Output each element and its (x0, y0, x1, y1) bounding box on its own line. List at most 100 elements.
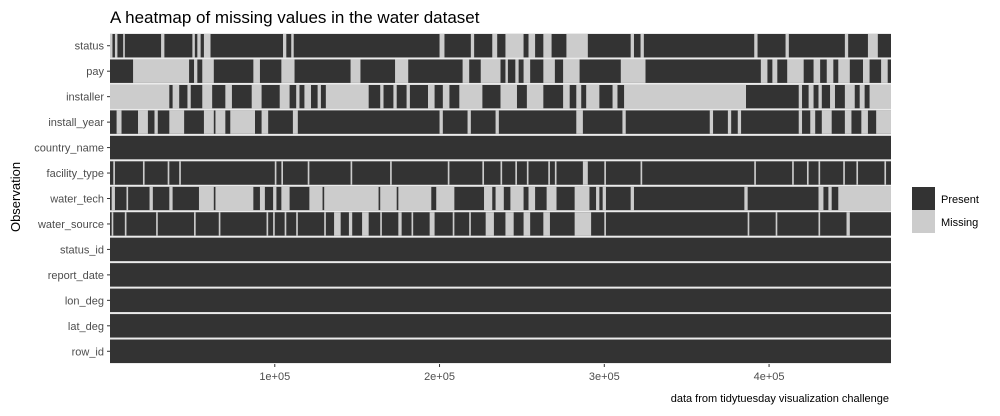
missing-cell (447, 161, 450, 185)
missing-cell (390, 161, 392, 185)
missing-cell (380, 212, 382, 236)
present-cells (110, 339, 891, 363)
missing-cell (881, 59, 888, 83)
missing-cell (808, 84, 814, 109)
missing-cell (261, 110, 269, 134)
missing-cell (154, 110, 158, 134)
y-tick-label: lon_deg (65, 295, 104, 307)
missing-cell (844, 110, 852, 134)
missing-cell (574, 186, 590, 211)
heatmap-row-report-date (110, 263, 891, 287)
missing-cell (485, 212, 494, 236)
missing-cell (470, 34, 475, 58)
legend-key-missing (912, 210, 935, 233)
missing-cell (862, 59, 870, 83)
heatmap-row-status-id (110, 237, 891, 262)
missing-cell (279, 84, 290, 109)
missing-cell (818, 161, 821, 185)
missing-cell (133, 59, 190, 83)
missing-cell (281, 59, 295, 83)
missing-cell (142, 161, 145, 185)
missing-cell (576, 84, 582, 109)
missing-cell (867, 34, 878, 58)
heatmap-row-facility-type (110, 161, 891, 185)
missing-cell (439, 34, 445, 58)
missing-cell (620, 59, 646, 83)
x-tick-label: 4e+05 (754, 371, 785, 383)
missing-cell (324, 212, 326, 236)
missing-cell (274, 161, 277, 185)
missing-cell (792, 161, 794, 185)
missing-cell (810, 110, 816, 134)
y-tick-label: facility_type (47, 168, 104, 180)
missing-cell (604, 161, 606, 185)
missing-cell (543, 59, 555, 83)
missing-cell (398, 212, 402, 236)
missing-cell (197, 34, 201, 58)
missing-cell (161, 34, 165, 58)
missing-cell (630, 186, 634, 211)
missing-cell (380, 84, 384, 109)
missing-cell (640, 161, 643, 185)
missing-cell (612, 84, 618, 109)
missing-cell (846, 212, 850, 236)
missing-cell (859, 84, 865, 109)
missing-cell (218, 212, 221, 236)
y-tick-label: installer (66, 92, 104, 104)
missing-cell (622, 110, 626, 134)
missing-cell (138, 110, 148, 134)
missing-cell (324, 186, 379, 211)
missing-cell (505, 34, 524, 58)
y-tick-label: water_source (37, 219, 104, 231)
missing-cell (576, 110, 583, 134)
missing-cell (515, 59, 519, 83)
missing-cell (281, 161, 284, 185)
missing-cell (111, 212, 114, 236)
missing-cell (452, 212, 455, 236)
missing-cell (830, 84, 835, 109)
missing-cell (500, 161, 503, 185)
missing-cell (203, 110, 214, 134)
missing-cell (602, 186, 606, 211)
present-cells (110, 34, 891, 58)
missing-cell (123, 34, 125, 58)
present-cells (110, 314, 891, 338)
missing-cell (116, 110, 122, 134)
missing-cell (251, 84, 262, 109)
missing-cell (169, 186, 173, 211)
y-tick-label: water_tech (49, 194, 104, 206)
missing-cell (307, 161, 310, 185)
missing-cell (149, 186, 153, 211)
missing-cell (406, 84, 410, 109)
y-tick-label: status (75, 41, 105, 53)
y-tick-label: pay (86, 66, 104, 78)
missing-cell (124, 212, 127, 236)
missing-cell (760, 59, 768, 83)
missing-cell (838, 186, 891, 211)
missing-cell (775, 212, 778, 236)
missing-cell (528, 186, 536, 211)
missing-cell (821, 110, 832, 134)
heatmap-row-installer (110, 84, 891, 109)
missing-cell (526, 161, 529, 185)
missing-cell (292, 110, 298, 134)
missing-cell (230, 110, 255, 134)
missing-cell (843, 161, 845, 185)
missing-cell (523, 59, 531, 83)
missing-cell (291, 34, 294, 58)
missing-cell (563, 84, 570, 109)
missing-cell (469, 212, 471, 236)
missing-cell (198, 186, 214, 211)
missing-cell (515, 161, 517, 185)
missing-cell (467, 110, 471, 134)
heatmap-row-country-name (110, 135, 891, 160)
missing-cell (582, 161, 588, 185)
present-cells (110, 110, 891, 134)
missing-cell (876, 110, 891, 134)
missing-cell (754, 161, 756, 185)
missing-cell (309, 186, 323, 211)
missing-cell (709, 110, 714, 134)
missing-cell (317, 84, 321, 109)
missing-cell (838, 59, 850, 83)
missing-cell (813, 59, 821, 83)
